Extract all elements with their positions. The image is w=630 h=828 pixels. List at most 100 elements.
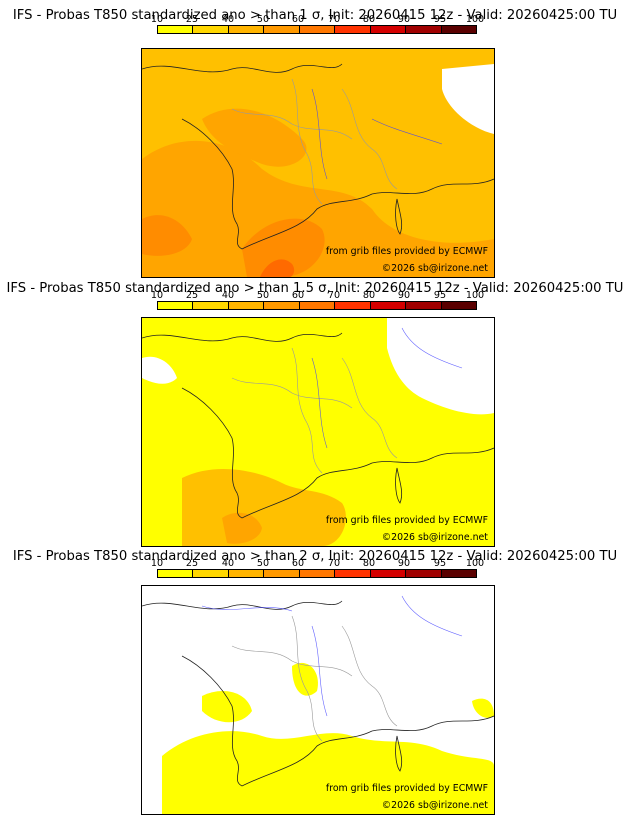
swatch-70-80 [335, 26, 371, 33]
swatch-80-90 [370, 302, 407, 309]
swatch-90-95 [406, 302, 442, 309]
field-high-west [142, 215, 192, 256]
colorbar-swatches [157, 25, 477, 34]
tick-80: 80 [362, 558, 376, 569]
coastline-italy [371, 715, 494, 732]
swatch-50-60 [264, 302, 300, 309]
tick-10: 10 [150, 558, 164, 569]
panel-3-title: IFS - Probas T850 standardized ano > tha… [12, 549, 618, 564]
tick-70: 70 [327, 290, 341, 301]
tick-50: 50 [256, 558, 270, 569]
tick-60: 60 [291, 558, 305, 569]
field-midhigh-center [202, 108, 307, 167]
coastline-italy [371, 178, 494, 195]
field-midhigh-south [142, 140, 494, 277]
swatch-10-25 [158, 26, 194, 33]
panel-1-colorbar: 10 25 40 50 60 70 80 90 95 100 [151, 14, 484, 36]
river-2 [371, 118, 443, 145]
swatch-70-80 [335, 302, 371, 309]
tick-60: 60 [291, 290, 305, 301]
swatch-50-60 [264, 570, 300, 577]
border-1 [231, 377, 353, 409]
tick-40: 40 [221, 558, 235, 569]
island-corsica [395, 198, 403, 235]
swatch-80-90 [370, 570, 407, 577]
credit-copyright: ©2026 sb@irizone.net [381, 263, 488, 274]
coastline-italy [371, 447, 494, 464]
tick-70: 70 [327, 558, 341, 569]
field-low-west [202, 691, 252, 723]
credit-source: from grib files provided by ECMWF [325, 515, 488, 526]
panel-3-colorbar: 10 25 40 50 60 70 80 90 95 100 [151, 558, 484, 580]
swatch-60-70 [299, 302, 336, 309]
border-1 [231, 108, 353, 140]
tick-100: 100 [465, 290, 485, 301]
swatch-60-70 [299, 570, 336, 577]
border-3 [341, 88, 398, 190]
island-corsica [395, 467, 403, 504]
tick-95: 95 [433, 290, 447, 301]
coastline-north [142, 332, 343, 342]
coastline-south [241, 193, 373, 250]
tick-25: 25 [185, 290, 199, 301]
swatch-50-60 [264, 26, 300, 33]
swatch-25-40 [193, 302, 229, 309]
field-low-center [292, 662, 318, 696]
coastline-west [181, 655, 243, 787]
border-3 [341, 625, 398, 727]
coastline-south [241, 462, 373, 519]
tick-25: 25 [185, 14, 199, 25]
tick-100: 100 [465, 14, 485, 25]
panel-2-title: IFS - Probas T850 standardized ano > tha… [6, 281, 624, 296]
tick-10: 10 [150, 14, 164, 25]
swatch-40-50 [228, 570, 265, 577]
swatch-40-50 [228, 26, 265, 33]
border-3 [341, 357, 398, 459]
field-high-south [242, 218, 325, 277]
credit-source: from grib files provided by ECMWF [325, 783, 488, 794]
swatch-90-95 [406, 570, 442, 577]
tick-100: 100 [465, 558, 485, 569]
island-corsica [395, 735, 403, 772]
coastline-west [181, 387, 243, 519]
tick-90: 90 [397, 558, 411, 569]
field-low-south [162, 731, 494, 814]
tick-25: 25 [185, 558, 199, 569]
field-empty-east [442, 64, 494, 134]
swatch-10-25 [158, 570, 194, 577]
credit-copyright: ©2026 sb@irizone.net [381, 532, 488, 543]
tick-95: 95 [433, 558, 447, 569]
colorbar-swatches [157, 569, 477, 578]
river-2 [201, 605, 293, 612]
tick-50: 50 [256, 290, 270, 301]
river-2 [401, 327, 463, 369]
tick-70: 70 [327, 14, 341, 25]
field-midhigh-south [222, 512, 262, 544]
field-veryhigh-core [260, 259, 295, 277]
river-1 [311, 357, 328, 449]
border-2 [291, 347, 323, 474]
probability-field-1 [142, 49, 494, 277]
swatch-40-50 [228, 302, 265, 309]
field-empty-east [387, 318, 494, 415]
coastline-north [142, 600, 343, 610]
swatch-95-100 [441, 570, 476, 577]
swatch-95-100 [441, 26, 476, 33]
tick-95: 95 [433, 14, 447, 25]
panel-2-colorbar: 10 25 40 50 60 70 80 90 95 100 [151, 290, 484, 312]
panel-3-map: from grib files provided by ECMWF ©2026 … [141, 585, 495, 815]
tick-40: 40 [221, 14, 235, 25]
swatch-25-40 [193, 26, 229, 33]
border-2 [291, 78, 323, 205]
swatch-70-80 [335, 570, 371, 577]
tick-80: 80 [362, 290, 376, 301]
tick-60: 60 [291, 14, 305, 25]
swatch-90-95 [406, 26, 442, 33]
tick-50: 50 [256, 14, 270, 25]
panel-1-map: from grib files provided by ECMWF ©2026 … [141, 48, 495, 278]
border-1 [231, 645, 353, 677]
swatch-80-90 [370, 26, 407, 33]
coastline-north [142, 63, 343, 73]
coastline-south [241, 730, 373, 787]
panel-1-title: IFS - Probas T850 standardized ano > tha… [12, 8, 618, 23]
